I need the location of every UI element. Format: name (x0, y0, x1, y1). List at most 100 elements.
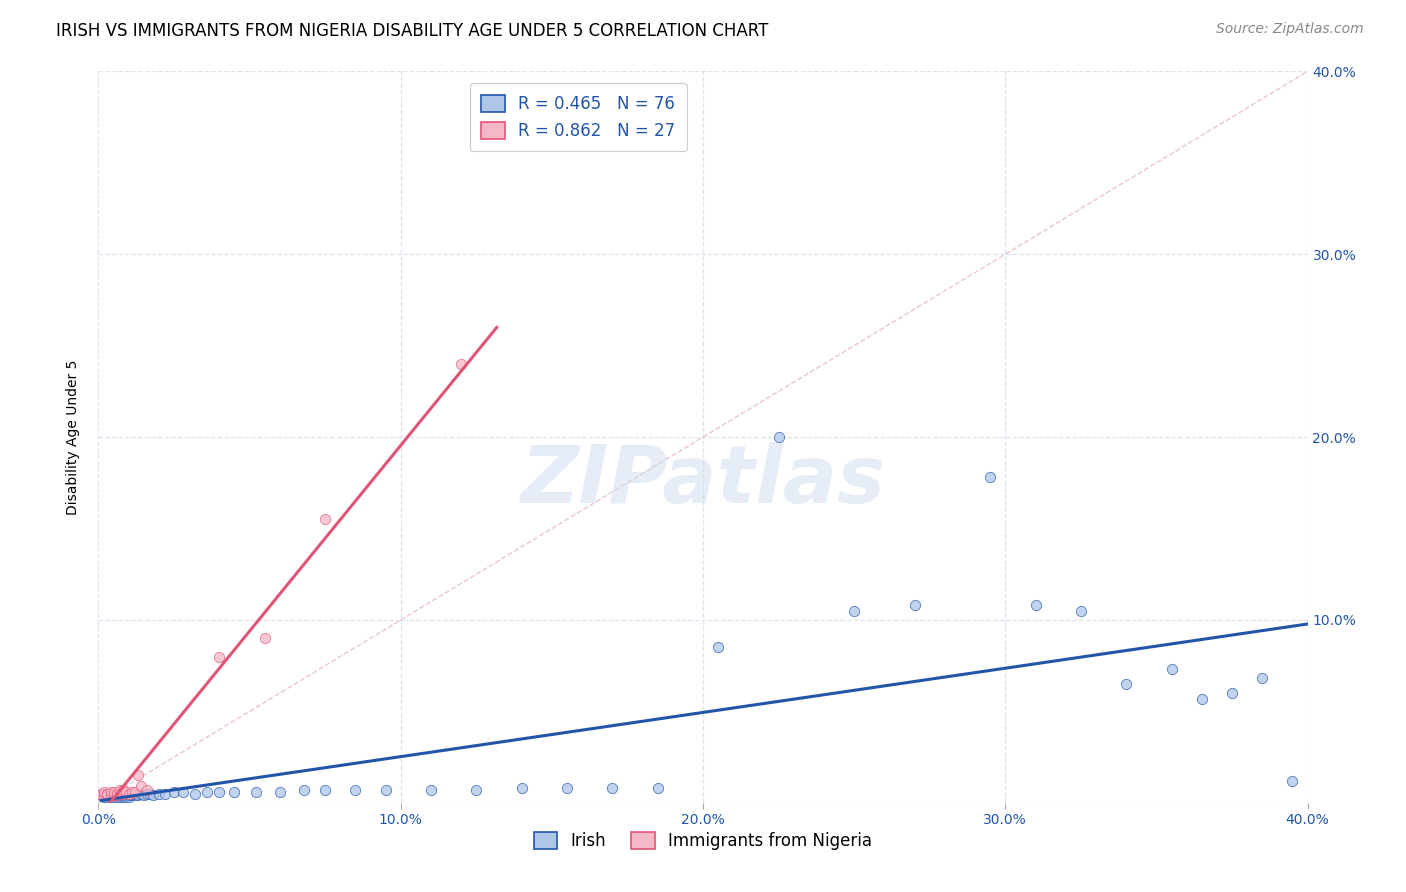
Point (111, 787, 134, 801)
Point (118, 790, 141, 805)
Point (132, 789, 155, 803)
Point (105, 789, 128, 803)
Text: Source: ZipAtlas.com: Source: ZipAtlas.com (1216, 22, 1364, 37)
Point (1070, 604, 1092, 618)
Point (124, 789, 146, 803)
Point (269, 785, 291, 799)
Y-axis label: Disability Age Under 5: Disability Age Under 5 (66, 359, 80, 515)
Point (114, 787, 136, 801)
Point (103, 789, 125, 803)
Point (100, 790, 122, 805)
Point (195, 785, 218, 799)
Point (314, 512, 336, 526)
Point (450, 357, 472, 371)
Point (647, 781, 669, 796)
Point (108, 789, 131, 803)
Point (1115, 677, 1137, 691)
Point (374, 783, 396, 797)
Point (292, 783, 315, 797)
Point (90, 789, 112, 803)
Point (129, 780, 152, 794)
Point (844, 604, 866, 618)
Point (555, 781, 578, 796)
Point (103, 790, 125, 805)
Point (979, 470, 1001, 484)
Point (510, 781, 533, 796)
Point (142, 789, 165, 803)
Point (208, 785, 231, 799)
Point (768, 430, 790, 444)
Point (1220, 686, 1243, 700)
Point (90, 787, 112, 801)
Point (121, 787, 143, 801)
Point (108, 787, 131, 801)
Point (118, 787, 141, 801)
Point (1160, 662, 1182, 676)
Point (93, 785, 115, 799)
Point (184, 787, 207, 801)
Point (100, 789, 122, 803)
Point (103, 789, 125, 803)
Point (344, 783, 367, 797)
Point (124, 787, 146, 801)
Point (465, 783, 488, 797)
Point (208, 649, 231, 664)
Point (105, 789, 128, 803)
Point (1281, 773, 1303, 788)
Point (96, 787, 118, 801)
Point (904, 599, 927, 613)
Point (108, 790, 131, 805)
Point (93, 789, 115, 803)
Point (420, 783, 443, 797)
Point (139, 787, 162, 801)
Point (124, 785, 146, 799)
Point (118, 787, 141, 801)
Point (105, 787, 128, 801)
Point (111, 790, 134, 805)
Point (1024, 599, 1046, 613)
Point (108, 783, 131, 797)
Point (108, 787, 131, 801)
Point (108, 787, 131, 801)
Point (1251, 672, 1274, 686)
Point (100, 789, 122, 803)
Point (93, 790, 115, 805)
Point (111, 787, 134, 801)
Legend: Irish, Immigrants from Nigeria: Irish, Immigrants from Nigeria (527, 825, 879, 856)
Point (103, 785, 125, 799)
Point (100, 785, 122, 799)
Point (135, 787, 157, 801)
Point (105, 787, 128, 801)
Point (602, 781, 624, 796)
Point (103, 787, 125, 801)
Point (96, 790, 118, 805)
Point (245, 785, 267, 799)
Point (100, 787, 122, 801)
Point (253, 632, 276, 646)
Text: IRISH VS IMMIGRANTS FROM NIGERIA DISABILITY AGE UNDER 5 CORRELATION CHART: IRISH VS IMMIGRANTS FROM NIGERIA DISABIL… (56, 22, 769, 40)
Point (93, 787, 115, 801)
Point (129, 787, 152, 801)
Point (1191, 691, 1213, 706)
Point (127, 768, 149, 782)
Point (103, 789, 125, 803)
Point (224, 785, 246, 799)
Point (111, 789, 134, 803)
Point (707, 640, 730, 655)
Point (153, 787, 176, 801)
Point (96, 787, 118, 801)
Point (114, 790, 136, 805)
Point (114, 789, 136, 803)
Point (127, 789, 149, 803)
Point (96, 789, 118, 803)
Text: ZIPatlas: ZIPatlas (520, 442, 886, 520)
Point (135, 783, 157, 797)
Point (105, 790, 128, 805)
Point (129, 787, 152, 801)
Point (163, 785, 186, 799)
Point (148, 787, 170, 801)
Point (314, 783, 336, 797)
Point (105, 789, 128, 803)
Point (121, 789, 143, 803)
Point (118, 789, 141, 803)
